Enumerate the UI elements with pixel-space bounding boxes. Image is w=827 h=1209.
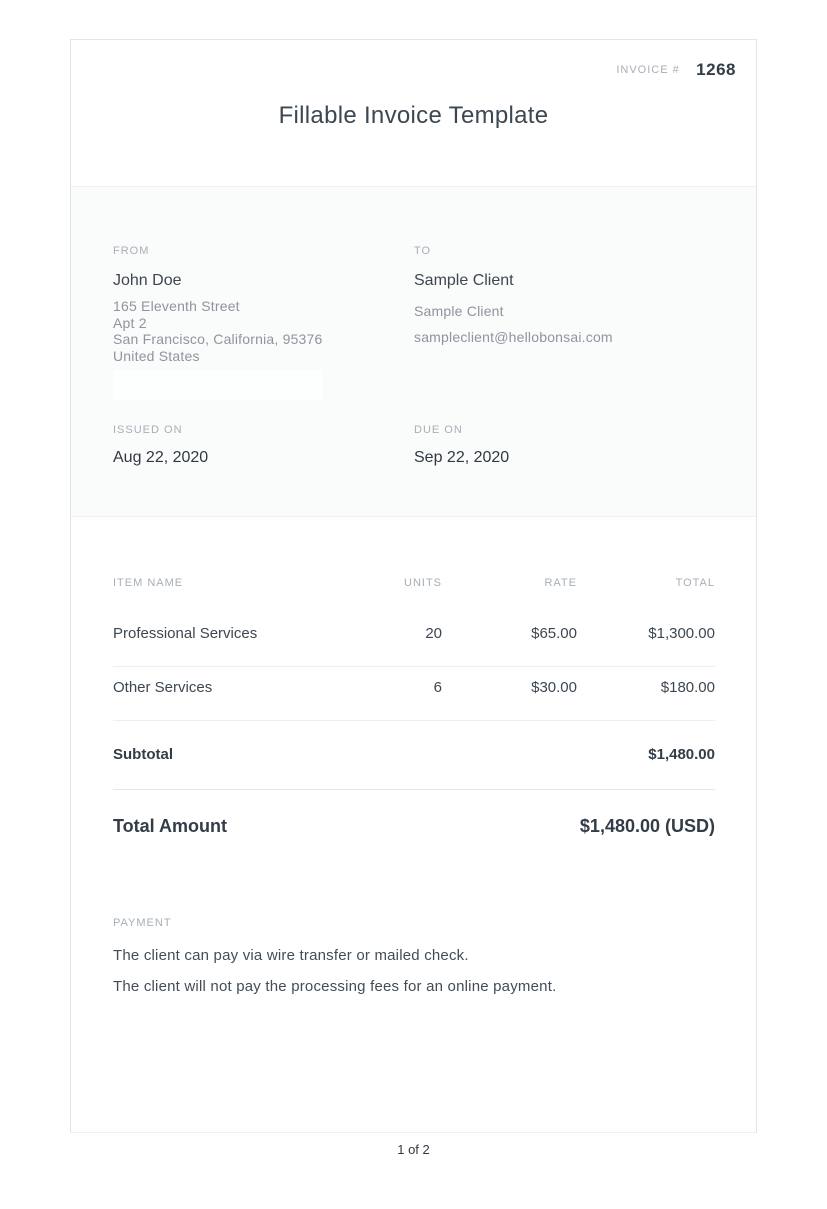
- issued-on-block: ISSUED ON Aug 22, 2020: [113, 424, 414, 467]
- invoice-number-label: INVOICE #: [616, 64, 680, 76]
- invoice-document: INVOICE # 1268 Fillable Invoice Template…: [70, 39, 757, 1133]
- to-contact-email: sampleclient@hellobonsai.com: [414, 329, 613, 345]
- table-header-row: ITEM NAME UNITS RATE TOTAL: [113, 577, 715, 613]
- item-rate-cell: $65.00: [531, 625, 577, 642]
- invoice-number-value: 1268: [696, 60, 736, 79]
- from-address-line: San Francisco, California, 95376: [113, 331, 323, 347]
- parties-section: FROM John Doe 165 Eleventh Street Apt 2 …: [71, 186, 756, 517]
- column-header-units: UNITS: [404, 577, 442, 589]
- due-on-value: Sep 22, 2020: [414, 449, 510, 466]
- to-name: Sample Client: [414, 272, 514, 289]
- item-rate-cell: $30.00: [531, 679, 577, 696]
- subtotal-row: Subtotal $1,480.00: [113, 721, 715, 790]
- page-indicator: 1 of 2: [397, 1142, 430, 1157]
- due-on-label: DUE ON: [414, 424, 463, 436]
- table-row: Professional Services 20 $65.00 $1,300.0…: [113, 613, 715, 667]
- from-name: John Doe: [113, 272, 182, 289]
- from-address: 165 Eleventh Street Apt 2 San Francisco,…: [113, 298, 414, 364]
- parties-grid: FROM John Doe 165 Eleventh Street Apt 2 …: [113, 245, 714, 400]
- invoice-header: INVOICE # 1268 Fillable Invoice Template: [71, 40, 756, 186]
- to-block: TO Sample Client Sample Client samplecli…: [414, 245, 714, 400]
- item-units-cell: 20: [425, 625, 442, 642]
- column-header-item-name: ITEM NAME: [113, 577, 184, 589]
- invoice-number-row: INVOICE # 1268: [71, 60, 756, 80]
- to-contact-name: Sample Client: [414, 303, 504, 319]
- payment-section: PAYMENT The client can pay via wire tran…: [71, 837, 756, 995]
- issued-on-label: ISSUED ON: [113, 424, 183, 436]
- empty-field-placeholder: [113, 370, 323, 400]
- total-amount-value: $1,480.00 (USD): [579, 816, 715, 836]
- to-label: TO: [414, 245, 432, 257]
- items-section: ITEM NAME UNITS RATE TOTAL Professional …: [71, 517, 756, 837]
- payment-note-line: The client can pay via wire transfer or …: [113, 947, 469, 964]
- payment-notes: The client can pay via wire transfer or …: [113, 947, 714, 995]
- from-block: FROM John Doe 165 Eleventh Street Apt 2 …: [113, 245, 414, 400]
- item-units-cell: 6: [433, 679, 442, 696]
- item-total-cell: $1,300.00: [648, 625, 715, 642]
- item-total-cell: $180.00: [660, 679, 715, 696]
- payment-note-line: The client will not pay the processing f…: [113, 978, 557, 995]
- due-on-block: DUE ON Sep 22, 2020: [414, 424, 714, 467]
- from-address-line: 165 Eleventh Street: [113, 298, 240, 314]
- payment-label: PAYMENT: [113, 917, 172, 929]
- subtotal-value: $1,480.00: [648, 746, 715, 763]
- subtotal-label: Subtotal: [113, 746, 173, 763]
- table-row: Other Services 6 $30.00 $180.00: [113, 667, 715, 721]
- page-title: Fillable Invoice Template: [278, 102, 549, 129]
- from-address-line: United States: [113, 347, 200, 364]
- column-header-rate: RATE: [544, 577, 577, 589]
- items-table: ITEM NAME UNITS RATE TOTAL Professional …: [113, 577, 715, 837]
- dates-row: ISSUED ON Aug 22, 2020 DUE ON Sep 22, 20…: [113, 424, 714, 467]
- item-name-cell: Other Services: [113, 679, 213, 696]
- issued-on-value: Aug 22, 2020: [113, 449, 209, 466]
- from-address-line: Apt 2: [113, 314, 147, 331]
- total-amount-row: Total Amount $1,480.00 (USD): [113, 790, 715, 837]
- from-label: FROM: [113, 245, 150, 257]
- total-amount-label: Total Amount: [113, 816, 227, 836]
- column-header-total: TOTAL: [675, 577, 715, 589]
- item-name-cell: Professional Services: [113, 625, 258, 642]
